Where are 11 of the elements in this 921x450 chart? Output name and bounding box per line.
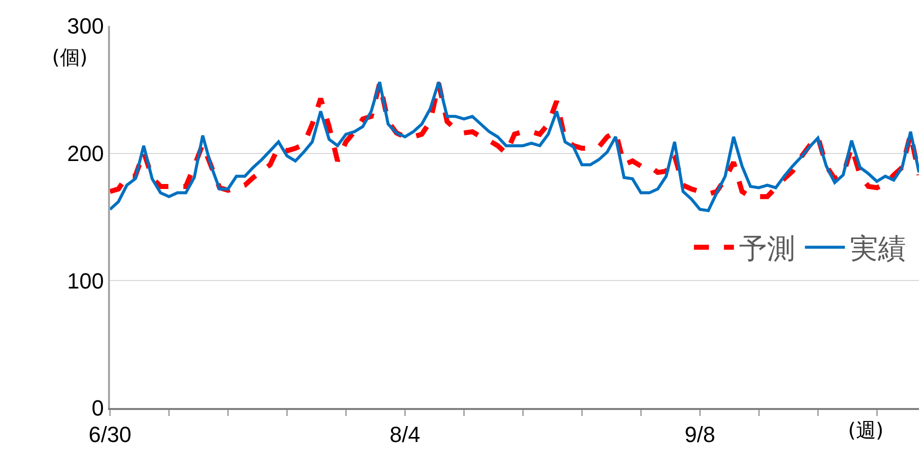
y-tick-label: 300 xyxy=(67,14,104,39)
x-tick-label: 6/30 xyxy=(88,422,132,448)
x-tick-label: 9/8 xyxy=(684,422,716,448)
legend-label: 予測 xyxy=(738,232,795,266)
y-tick-label: 0 xyxy=(92,396,104,421)
legend-label: 実績 xyxy=(850,232,906,266)
x-tick-label: 8/4 xyxy=(390,422,420,448)
x-axis-title: (週) xyxy=(848,418,884,442)
y-tick-label: 100 xyxy=(67,268,104,294)
y-axis-title: (個) xyxy=(52,45,88,69)
y-tick-label: 200 xyxy=(67,141,104,166)
